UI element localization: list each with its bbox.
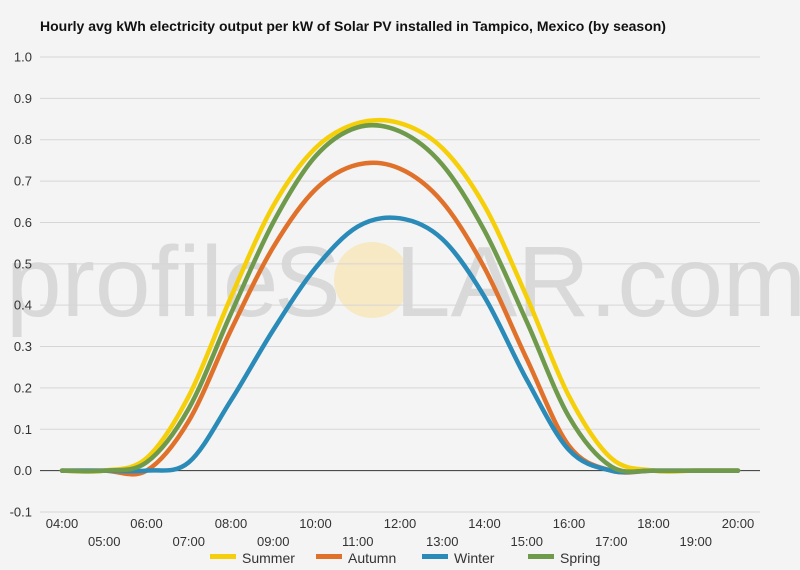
x-tick-label: 13:00 — [426, 534, 459, 549]
x-tick-label: 11:00 — [342, 534, 374, 549]
x-tick-label: 17:00 — [595, 534, 628, 549]
x-tick-label: 04:00 — [46, 516, 79, 531]
x-tick-label: 19:00 — [679, 534, 712, 549]
y-tick-label: 0.0 — [14, 463, 32, 478]
watermark-sun-icon — [334, 242, 410, 318]
x-tick-label: 14:00 — [468, 516, 501, 531]
x-tick-label: 20:00 — [722, 516, 755, 531]
y-tick-label: 0.7 — [14, 174, 32, 189]
series-lines — [59, 117, 741, 477]
series-line-summer — [59, 117, 741, 474]
y-tick-label: 0.1 — [14, 422, 32, 437]
x-tick-label: 06:00 — [130, 516, 163, 531]
legend-label-spring: Spring — [560, 550, 600, 566]
y-tick-label: 0.3 — [14, 339, 32, 354]
grid-lines — [40, 56, 760, 513]
x-tick-label: 16:00 — [553, 516, 586, 531]
x-tick-label: 10:00 — [299, 516, 332, 531]
legend: Summer Autumn Winter Spring — [210, 550, 600, 566]
watermark: profile S LAR.com — [6, 226, 800, 338]
x-tick-label: 15:00 — [510, 534, 543, 549]
y-tick-label: -0.1 — [10, 505, 32, 520]
series-line-spring — [59, 122, 741, 474]
x-axis-ticks: 04:00 05:00 06:00 07:00 08:00 09:00 10:00 11:00… — [46, 516, 755, 549]
watermark-text-right: LAR.com — [395, 226, 800, 338]
y-tick-label: 0.5 — [14, 256, 32, 271]
y-tick-label: 0.6 — [14, 215, 32, 230]
y-tick-label: 0.4 — [14, 298, 32, 313]
legend-swatch-summer — [210, 554, 236, 559]
y-tick-label: 1.0 — [14, 50, 32, 65]
x-tick-label: 07:00 — [172, 534, 205, 549]
legend-swatch-winter — [422, 554, 448, 559]
legend-label-autumn: Autumn — [348, 550, 396, 566]
legend-swatch-autumn — [316, 554, 342, 559]
x-tick-label: 12:00 — [384, 516, 417, 531]
x-tick-label: 18:00 — [637, 516, 670, 531]
series-line-winter — [59, 215, 741, 475]
x-tick-label: 05:00 — [88, 534, 121, 549]
x-tick-label: 08:00 — [215, 516, 248, 531]
x-tick-label: 09:00 — [257, 534, 290, 549]
chart-title: Hourly avg kWh electricity output per kW… — [40, 18, 666, 34]
legend-swatch-spring — [528, 554, 554, 559]
legend-label-winter: Winter — [454, 550, 495, 566]
legend-label-summer: Summer — [242, 550, 295, 566]
y-tick-label: 0.9 — [14, 91, 32, 106]
y-tick-label: 0.2 — [14, 380, 32, 395]
y-tick-label: 0.8 — [14, 132, 32, 147]
y-axis-ticks: 1.0 0.9 0.8 0.7 0.6 0.5 0.4 0.3 0.2 0.1 0.0 -0.1 — [10, 50, 32, 520]
watermark-text-left: profile — [6, 226, 278, 338]
